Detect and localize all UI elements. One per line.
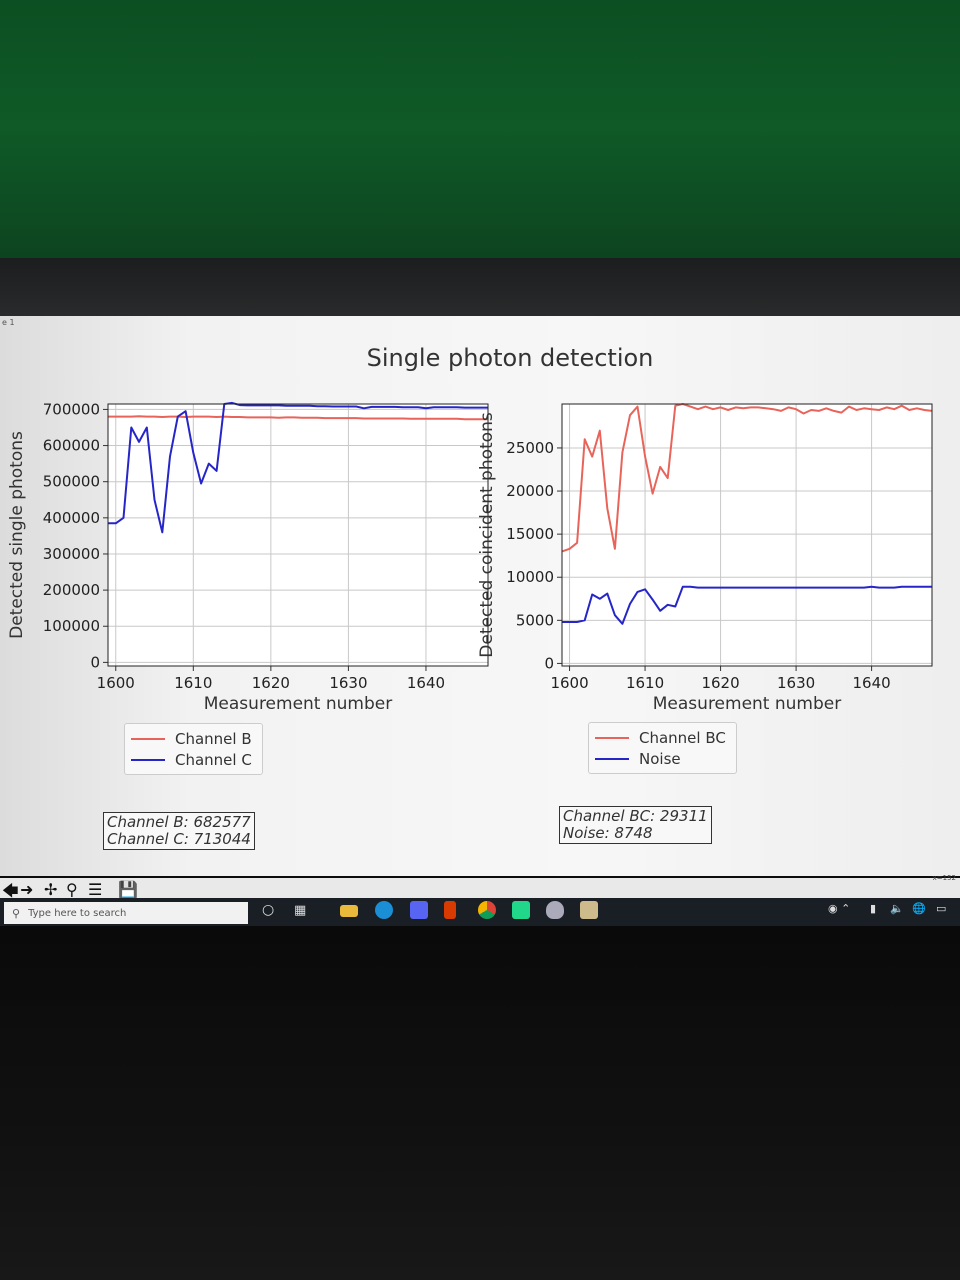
- notification-icon[interactable]: ▭: [936, 902, 947, 915]
- chrome-icon[interactable]: [478, 901, 496, 919]
- legend-label: Channel C: [175, 750, 252, 769]
- y-tick-label: 20000: [506, 482, 554, 500]
- coincident-photons-chart: 1600 1610 1620 1630 1640 0 5000 10000 15000 20000…: [477, 403, 933, 714]
- task-view-icon[interactable]: ▦: [294, 903, 307, 918]
- y-tick-label: 100000: [43, 617, 100, 635]
- search-icon: ⚲: [12, 906, 21, 920]
- y-tick-label: 200000: [43, 581, 100, 599]
- save-icon[interactable]: 💾: [118, 880, 138, 899]
- zoom-icon[interactable]: ⚲: [66, 880, 78, 899]
- legend-entry: Noise: [595, 748, 726, 769]
- series-line-noise: [562, 585, 932, 625]
- legend-label: Noise: [639, 749, 681, 768]
- arrow-left-icon[interactable]: 🡄: [2, 881, 19, 900]
- edge-icon[interactable]: [375, 901, 393, 919]
- coordinate-readout: x=152: [932, 874, 956, 882]
- y-tick-label: 0: [90, 653, 100, 671]
- python-icon[interactable]: [580, 901, 598, 919]
- volume-icon[interactable]: 🔈: [890, 902, 904, 915]
- readout-left: Channel B: 682577 Channel C: 713044: [103, 812, 255, 850]
- x-tick-label: 1640: [407, 674, 445, 692]
- move-icon[interactable]: ✢: [44, 880, 58, 899]
- laptop-keyboard: [0, 926, 960, 1280]
- legend-swatch-channel-b: [131, 737, 165, 740]
- plot-area: [562, 404, 932, 666]
- file-explorer-icon[interactable]: [340, 905, 358, 917]
- series-line-channel-b: [108, 415, 488, 421]
- y-tick-label: 500000: [43, 473, 100, 491]
- readout-right: Channel BC: 29311 Noise: 8748: [559, 806, 712, 844]
- series-line-channel-bc: [561, 403, 933, 553]
- readout-line: Channel BC: 29311: [563, 807, 708, 825]
- readout-line: Channel C: 713044: [107, 830, 251, 848]
- x-tick-label: 1610: [626, 674, 664, 692]
- y-tick-label: 700000: [43, 400, 100, 418]
- discord-icon[interactable]: [410, 901, 428, 919]
- y-tick-label: 0: [544, 654, 554, 672]
- y-axis-label: Detected coincident photons: [477, 412, 497, 658]
- x-tick-label: 1600: [97, 674, 135, 692]
- x-axis-label: Measurement number: [204, 694, 392, 714]
- x-tick-label: 1600: [550, 674, 588, 692]
- search-placeholder: Type here to search: [28, 907, 127, 919]
- y-tick-label: 400000: [43, 509, 100, 527]
- network-icon[interactable]: 🌐: [912, 902, 926, 915]
- readout-line: Channel B: 682577: [107, 813, 251, 831]
- legend-left: Channel B Channel C: [124, 723, 263, 775]
- taskbar-search-box[interactable]: ⚲ Type here to search: [4, 902, 248, 924]
- series-line-channel-c: [108, 401, 488, 534]
- axes-frame: [107, 403, 489, 667]
- figure-title: Single photon detection: [366, 344, 654, 372]
- y-tick-label: 300000: [43, 545, 100, 563]
- x-tick-label: 1630: [329, 674, 367, 692]
- x-tick-label: 1610: [174, 674, 212, 692]
- y-axis-label: Detected single photons: [7, 431, 27, 639]
- y-tick-label: 600000: [43, 437, 100, 455]
- readout-line: Noise: 8748: [563, 824, 653, 842]
- legend-entry: Channel BC: [595, 727, 726, 748]
- y-tick-label: 25000: [506, 439, 554, 457]
- office-icon[interactable]: [444, 901, 456, 919]
- single-photons-chart: 1600 1610 1620 1630 1640 0 100000 200000 300000 4…: [7, 400, 489, 714]
- monitor-bezel: [0, 258, 960, 322]
- legend-swatch-channel-c: [131, 758, 165, 761]
- axes-frame: [561, 403, 933, 667]
- x-axis-label: Measurement number: [653, 694, 841, 714]
- legend-swatch-channel-bc: [595, 736, 629, 739]
- x-tick-label: 1640: [852, 674, 890, 692]
- game-icon[interactable]: [546, 901, 564, 919]
- pycharm-icon[interactable]: [512, 901, 530, 919]
- legend-right: Channel BC Noise: [588, 722, 737, 774]
- y-tick-label: 15000: [506, 525, 554, 543]
- arrow-right-icon[interactable]: ➜: [20, 880, 34, 899]
- x-tick-label: 1620: [701, 674, 739, 692]
- matplotlib-toolbar: [0, 878, 960, 900]
- configure-icon[interactable]: ☰: [88, 880, 103, 899]
- legend-entry: Channel B: [131, 728, 252, 749]
- tray-status-icon[interactable]: ◉ ⌃: [828, 902, 851, 915]
- legend-label: Channel BC: [639, 728, 726, 747]
- cortana-icon[interactable]: ○: [262, 902, 275, 918]
- y-tick-label: 10000: [506, 568, 554, 586]
- window-label: e 1: [2, 318, 15, 327]
- y-tick-label: 5000: [516, 611, 554, 629]
- x-tick-label: 1620: [252, 674, 290, 692]
- legend-label: Channel B: [175, 729, 252, 748]
- x-tick-label: 1630: [777, 674, 815, 692]
- legend-entry: Channel C: [131, 749, 252, 770]
- legend-swatch-noise: [595, 757, 629, 760]
- battery-icon[interactable]: ▮: [870, 902, 877, 915]
